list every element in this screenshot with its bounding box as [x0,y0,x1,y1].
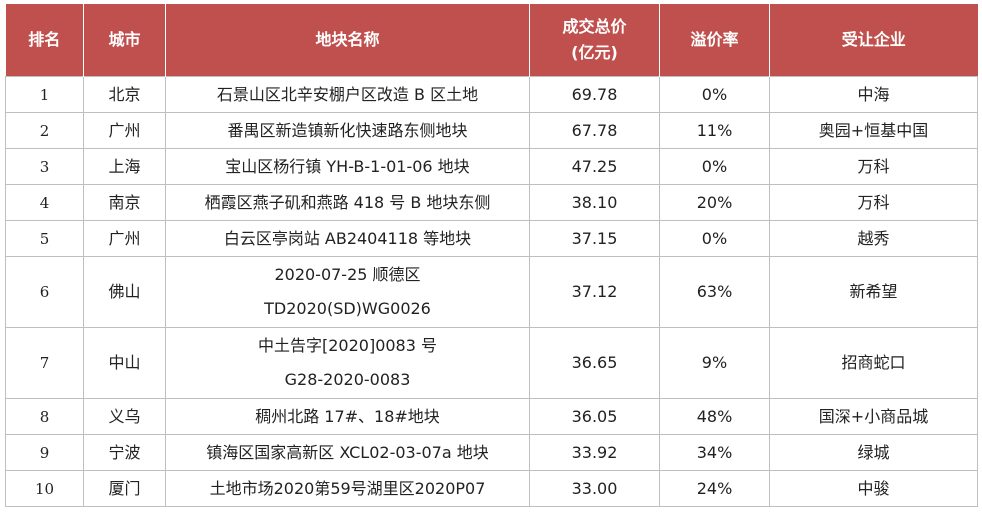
cell-premium-rate: 0% [659,148,770,185]
table-row: 4 南京 栖霞区燕子矶和燕路 418 号 B 地块东侧 38.10 20% 万科 [5,184,978,221]
cell-buyer: 招商蛇口 [769,327,978,399]
plot-name-line: 栖霞区燕子矶和燕路 418 号 B 地块东侧 [204,192,491,212]
cell-buyer: 万科 [769,148,978,185]
header-row: 排名 城市 地块名称 成交总价 (亿元) 溢价率 受让企业 [5,4,978,77]
cell-premium-rate: 0% [659,220,770,257]
cell-city: 宁波 [83,434,166,471]
cell-plot-name: 中土告字[2020]0083 号 G28-2020-0083 [165,327,530,399]
cell-premium-rate: 48% [659,398,770,435]
cell-rank: 8 [5,398,84,435]
cell-buyer: 国深+小商品城 [769,398,978,435]
cell-rank: 6 [5,256,84,328]
cell-total-price: 37.15 [529,220,660,257]
table-row: 1 北京 石景山区北辛安棚户区改造 B 区土地 69.78 0% 中海 [5,76,978,113]
cell-total-price: 33.92 [529,434,660,471]
cell-total-price: 47.25 [529,148,660,185]
cell-premium-rate: 63% [659,256,770,328]
plot-name-line: 稠州北路 17#、18#地块 [255,406,440,426]
header-city: 城市 [83,4,166,77]
plot-name-line: 宝山区杨行镇 YH-B-1-01-06 地块 [225,156,470,176]
header-total-price-line1: 成交总价 [562,17,627,37]
cell-total-price: 67.78 [529,112,660,149]
table-row: 7 中山 中土告字[2020]0083 号 G28-2020-0083 36.65 9% 招… [5,327,978,399]
plot-name-line: 中土告字[2020]0083 号 [257,336,437,355]
cell-plot-name: 2020-07-25 顺德区 TD2020(SD)WG0026 [165,256,530,328]
cell-total-price: 36.05 [529,398,660,435]
cell-buyer: 中骏 [769,470,978,507]
cell-city: 广州 [83,220,166,257]
header-buyer: 受让企业 [769,4,978,77]
header-total-price: 成交总价 (亿元) [529,4,660,77]
cell-city: 广州 [83,112,166,149]
cell-city: 义乌 [83,398,166,435]
cell-city: 南京 [83,184,166,221]
cell-premium-rate: 20% [659,184,770,221]
plot-name-line: 土地市场2020第59号湖里区2020P07 [209,478,486,498]
cell-city: 北京 [83,76,166,113]
cell-city: 上海 [83,148,166,185]
cell-total-price: 36.65 [529,327,660,399]
cell-rank: 3 [5,148,84,185]
plot-name-line: 白云区亭岗站 AB2404118 等地块 [223,228,472,248]
land-transaction-ranking-table: 排名 城市 地块名称 成交总价 (亿元) 溢价率 受让企业 1 北京 石景山区北辛安… [5,4,978,507]
cell-premium-rate: 11% [659,112,770,149]
cell-city: 中山 [83,327,166,399]
table-row: 6 佛山 2020-07-25 顺德区 TD2020(SD)WG0026 37.12 63… [5,256,978,328]
plot-name-line: 番禺区新造镇新化快速路东侧地块 [227,120,468,140]
table-row: 10 厦门 土地市场2020第59号湖里区2020P07 33.00 24% 中骏 [5,470,978,507]
cell-buyer: 中海 [769,76,978,113]
cell-buyer: 绿城 [769,434,978,471]
cell-buyer: 万科 [769,184,978,221]
plot-name-line: 镇海区国家高新区 XCL02-03-07a 地块 [206,442,489,462]
cell-plot-name: 宝山区杨行镇 YH-B-1-01-06 地块 [165,148,530,185]
cell-plot-name: 稠州北路 17#、18#地块 [165,398,530,435]
header-premium-rate: 溢价率 [659,4,770,77]
cell-plot-name: 镇海区国家高新区 XCL02-03-07a 地块 [165,434,530,471]
plot-name-line: 石景山区北辛安棚户区改造 B 区土地 [216,84,479,104]
cell-rank: 2 [5,112,84,149]
cell-city: 厦门 [83,470,166,507]
cell-premium-rate: 0% [659,76,770,113]
cell-rank: 9 [5,434,84,471]
cell-plot-name: 番禺区新造镇新化快速路东侧地块 [165,112,530,149]
header-plot-name: 地块名称 [165,4,530,77]
header-total-price-line2: (亿元) [571,43,618,62]
header-rank: 排名 [5,4,84,77]
cell-plot-name: 土地市场2020第59号湖里区2020P07 [165,470,530,507]
cell-rank: 5 [5,220,84,257]
cell-rank: 10 [5,470,84,507]
table-row: 8 义乌 稠州北路 17#、18#地块 36.05 48% 国深+小商品城 [5,398,978,435]
cell-total-price: 37.12 [529,256,660,328]
cell-buyer: 奥园+恒基中国 [769,112,978,149]
cell-total-price: 38.10 [529,184,660,221]
cell-rank: 4 [5,184,84,221]
cell-rank: 1 [5,76,84,113]
plot-name-line: TD2020(SD)WG0026 [264,299,431,318]
cell-total-price: 33.00 [529,470,660,507]
table-row: 9 宁波 镇海区国家高新区 XCL02-03-07a 地块 33.92 34% 绿城 [5,434,978,471]
cell-plot-name: 白云区亭岗站 AB2404118 等地块 [165,220,530,257]
cell-buyer: 越秀 [769,220,978,257]
cell-buyer: 新希望 [769,256,978,328]
cell-premium-rate: 24% [659,470,770,507]
table-row: 3 上海 宝山区杨行镇 YH-B-1-01-06 地块 47.25 0% 万科 [5,148,978,185]
plot-name-line: G28-2020-0083 [284,370,411,389]
cell-city: 佛山 [83,256,166,328]
cell-plot-name: 石景山区北辛安棚户区改造 B 区土地 [165,76,530,113]
cell-total-price: 69.78 [529,76,660,113]
table-row: 2 广州 番禺区新造镇新化快速路东侧地块 67.78 11% 奥园+恒基中国 [5,112,978,149]
cell-premium-rate: 34% [659,434,770,471]
plot-name-line: 2020-07-25 顺德区 [274,265,421,284]
cell-premium-rate: 9% [659,327,770,399]
cell-plot-name: 栖霞区燕子矶和燕路 418 号 B 地块东侧 [165,184,530,221]
table-row: 5 广州 白云区亭岗站 AB2404118 等地块 37.15 0% 越秀 [5,220,978,257]
cell-rank: 7 [5,327,84,399]
